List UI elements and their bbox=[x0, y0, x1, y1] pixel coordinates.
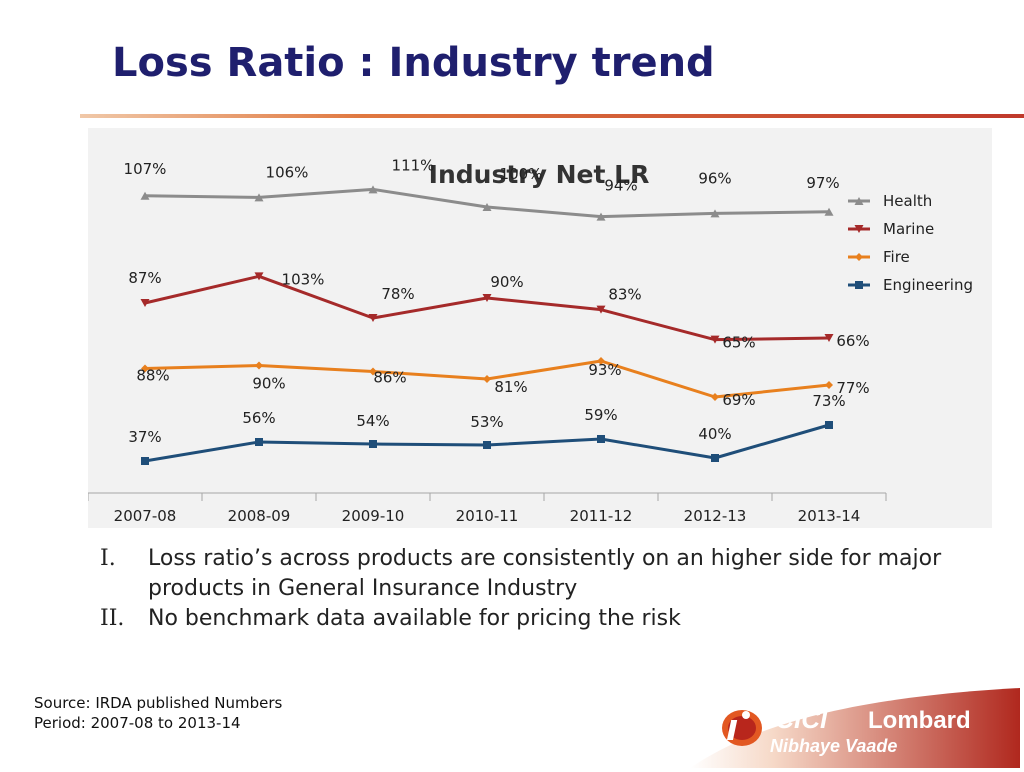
data-label-health: 111% bbox=[392, 156, 435, 174]
x-tick-label: 2010-11 bbox=[456, 507, 519, 525]
legend-marker-engineering bbox=[855, 281, 863, 289]
data-point-fire bbox=[711, 393, 719, 401]
data-point-marine bbox=[824, 334, 834, 342]
data-label-engineering: 53% bbox=[470, 413, 503, 431]
data-label-health: 100% bbox=[500, 165, 543, 183]
x-tick-label: 2007-08 bbox=[114, 507, 177, 525]
i-swoosh-logo-icon bbox=[722, 710, 762, 746]
x-tick-label: 2011-12 bbox=[570, 507, 633, 525]
data-point-health bbox=[482, 203, 492, 211]
legend-label-marine: Marine bbox=[883, 220, 934, 238]
data-label-marine: 83% bbox=[608, 286, 641, 304]
data-label-engineering: 54% bbox=[356, 412, 389, 430]
data-point-health bbox=[140, 191, 150, 200]
data-label-engineering: 40% bbox=[698, 425, 731, 443]
data-point-engineering bbox=[255, 438, 263, 446]
bullet-item: I. Loss ratio’s across products are cons… bbox=[100, 544, 980, 604]
period-line: Period: 2007-08 to 2013-14 bbox=[34, 714, 241, 732]
bullet-text: Loss ratio’s across products are consist… bbox=[148, 546, 942, 601]
data-point-engineering bbox=[369, 440, 377, 448]
data-label-fire: 69% bbox=[722, 391, 755, 409]
data-point-fire bbox=[825, 381, 833, 389]
data-label-fire: 86% bbox=[373, 369, 406, 387]
logo-brand-lombard: Lombard bbox=[868, 707, 971, 734]
legend-label-health: Health bbox=[883, 192, 932, 210]
data-point-health bbox=[596, 212, 606, 221]
data-point-health bbox=[254, 193, 264, 202]
data-label-health: 97% bbox=[806, 174, 839, 192]
data-label-engineering: 37% bbox=[128, 428, 161, 446]
company-logo: ICICI Lombard Nibhaye Vaade bbox=[690, 688, 1020, 772]
data-point-health bbox=[368, 185, 378, 194]
data-label-fire: 90% bbox=[252, 375, 285, 393]
data-label-engineering: 59% bbox=[584, 406, 617, 424]
data-point-engineering bbox=[483, 441, 491, 449]
x-tick-label: 2013-14 bbox=[798, 507, 861, 525]
title-divider bbox=[80, 114, 1024, 118]
legend-label-engineering: Engineering bbox=[883, 276, 973, 294]
data-label-marine: 65% bbox=[722, 334, 755, 352]
chart-panel: Industry Net LR 2007-08 2008-09 2009-10 2010… bbox=[88, 128, 992, 528]
data-point-marine bbox=[140, 299, 150, 307]
data-point-engineering bbox=[141, 457, 149, 465]
data-label-engineering: 73% bbox=[812, 392, 845, 410]
source-note: Source: IRDA published Numbers Period: 2… bbox=[34, 693, 282, 733]
page-title: Loss Ratio : Industry trend bbox=[112, 40, 715, 86]
data-point-marine bbox=[254, 272, 264, 281]
data-label-health: 94% bbox=[604, 177, 637, 195]
data-label-health: 107% bbox=[124, 160, 167, 178]
logo-tagline: Nibhaye Vaade bbox=[770, 736, 897, 756]
data-label-fire: 77% bbox=[836, 379, 869, 397]
data-label-fire: 88% bbox=[136, 367, 169, 385]
data-point-marine bbox=[482, 294, 492, 302]
legend-marker-health bbox=[854, 197, 864, 205]
data-label-marine: 87% bbox=[128, 269, 161, 287]
legend-label-fire: Fire bbox=[883, 248, 910, 266]
bullet-text: No benchmark data available for pricing … bbox=[148, 606, 681, 631]
data-point-marine bbox=[710, 335, 720, 344]
data-label-fire: 93% bbox=[588, 361, 621, 379]
series-line-marine bbox=[144, 274, 830, 342]
data-point-engineering bbox=[597, 435, 605, 443]
x-tick-label: 2009-10 bbox=[342, 507, 405, 525]
data-point-fire bbox=[369, 367, 377, 376]
logo-swoosh bbox=[690, 688, 1020, 768]
logo-svg: ICICI Lombard Nibhaye Vaade bbox=[690, 688, 1020, 768]
bullet-list: I. Loss ratio’s across products are cons… bbox=[100, 544, 980, 634]
x-tick-label: 2012-13 bbox=[684, 507, 747, 525]
bullet-marker: II. bbox=[100, 606, 125, 631]
data-point-engineering bbox=[825, 421, 833, 429]
legend-marker-marine bbox=[854, 225, 864, 233]
data-label-marine: 66% bbox=[836, 332, 869, 350]
data-label-marine: 78% bbox=[381, 285, 414, 303]
data-point-engineering bbox=[711, 454, 719, 462]
x-tick-label: 2008-09 bbox=[228, 507, 291, 525]
bullet-item: II. No benchmark data available for pric… bbox=[100, 604, 980, 634]
data-label-marine: 90% bbox=[490, 273, 523, 291]
line-chart: Industry Net LR 2007-08 2008-09 2009-10 2010… bbox=[88, 156, 973, 525]
data-label-health: 96% bbox=[698, 169, 731, 187]
data-point-fire bbox=[141, 364, 149, 373]
bullet-marker: I. bbox=[100, 546, 116, 571]
data-label-health: 106% bbox=[266, 163, 309, 181]
legend-marker-fire bbox=[855, 253, 863, 261]
logo-brand-icici: ICICI bbox=[768, 704, 828, 734]
data-point-marine bbox=[596, 305, 606, 314]
data-point-fire bbox=[597, 357, 605, 365]
data-label-engineering: 56% bbox=[242, 409, 275, 427]
data-point-health bbox=[824, 207, 834, 216]
data-point-health bbox=[710, 209, 720, 218]
data-point-fire bbox=[483, 375, 491, 383]
data-point-marine bbox=[368, 314, 378, 322]
data-label-marine: 103% bbox=[282, 270, 325, 288]
data-label-fire: 81% bbox=[494, 378, 527, 396]
source-line: Source: IRDA published Numbers bbox=[34, 694, 283, 712]
chart-title: Industry Net LR bbox=[429, 160, 650, 189]
data-point-fire bbox=[255, 361, 263, 370]
